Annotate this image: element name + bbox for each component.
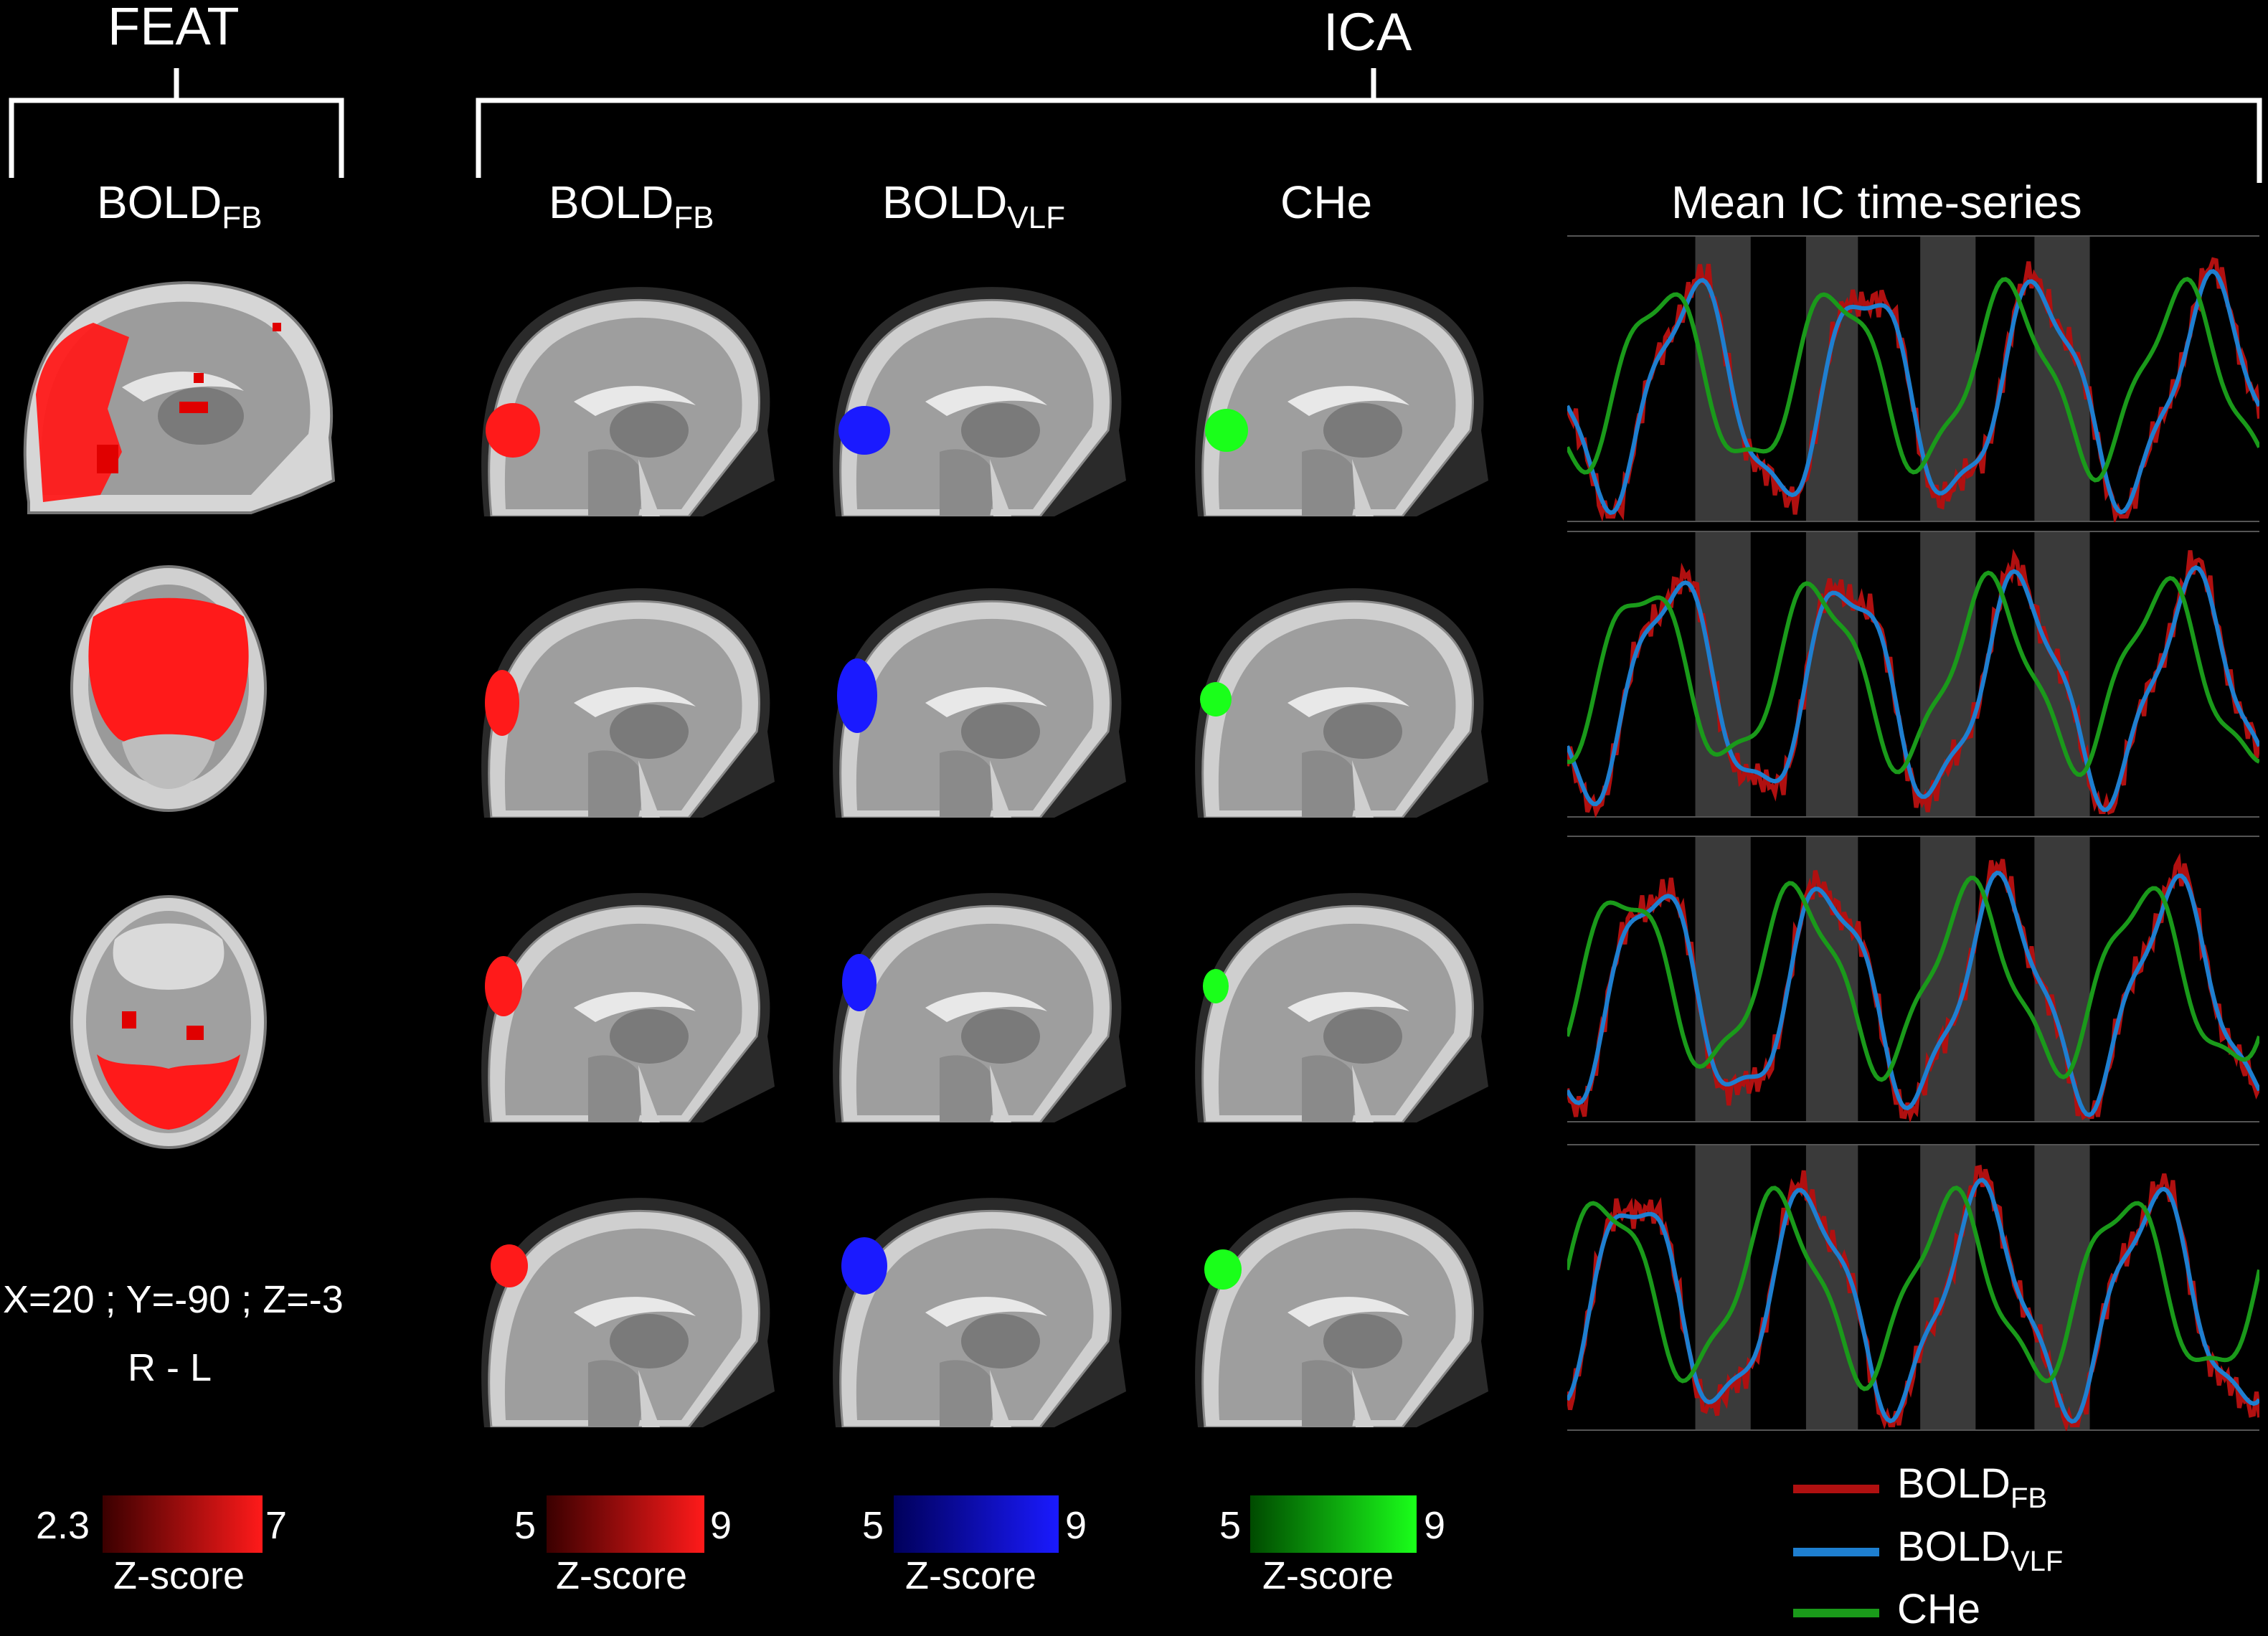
series-bold-vlf [1567,269,2259,515]
series-che [1567,570,2259,777]
ica-bold-vlf-brain-row-2 [833,588,1126,818]
group-brackets [9,68,2262,183]
series-bold-vlf [1567,1178,2259,1424]
ica-bold-vlf-brain-row-4 [833,1198,1126,1427]
legend-item-che: CHe [1897,1589,1980,1630]
colorbar-ica-che-max: 9 [1424,1504,1446,1547]
ica-bracket [476,68,2262,183]
colorbar-ica-vlf-label: Z-score [905,1554,1037,1597]
legend-item-bold-vlf: BOLDVLF [1897,1526,2063,1576]
activation-blob [1204,1249,1242,1290]
colorbar-feat-min: 2.3 [36,1504,90,1547]
colorbar-feat-gradient [103,1495,263,1553]
activation-blob [1203,969,1229,1003]
activation-blob [838,406,890,455]
ica-bold-fb-brain-row-4 [481,1198,775,1427]
legend-bold-fb-main: BOLD [1897,1460,2011,1507]
colorbar-ica-vlf-min: 5 [862,1504,884,1547]
series-che [1567,1186,2259,1391]
colorbar-feat-max: 7 [265,1504,288,1547]
legend-swatch-bold-vlf [1793,1548,1879,1556]
activation-blob [486,403,540,458]
activation-blob [485,670,519,736]
stimulus-block [2034,836,2090,1122]
colorbar-ica-fb-gradient [547,1495,704,1553]
feat-axial-brain [70,895,267,1149]
colorbar-ica-che-min: 5 [1219,1504,1242,1547]
colorbar-ica-fb-max: 9 [710,1504,732,1547]
colorbar-ica-fb-label: Z-score [556,1554,688,1597]
col-ica-bold-vlf-sub: VLF [1007,200,1065,235]
series-bold-vlf [1567,870,2259,1117]
timeseries-panel-3 [1567,836,2259,1122]
activation-blob [837,658,877,733]
orientation-label: R - L [128,1346,212,1389]
legend-swatch-che [1793,1609,1879,1617]
stimulus-block [2034,235,2090,522]
activation-blob [1200,682,1232,717]
stimulus-block [1695,836,1751,1122]
activation-blob [842,954,877,1011]
col-feat-bold-fb-main: BOLD [97,176,222,228]
series-bold-fb [1567,1164,2259,1431]
ica-group-title: ICA [1323,2,1412,62]
col-ica-bold-vlf: BOLDVLF [882,179,1065,234]
ica-bold-fb-brain-row-2 [481,588,775,818]
colorbar-ica-vlf-max: 9 [1065,1504,1087,1547]
feat-bracket [9,68,344,178]
series-che [1567,277,2259,483]
legend-che-main: CHe [1897,1586,1981,1632]
series-bold-fb [1567,853,2259,1122]
legend-swatch-bold-fb [1793,1485,1879,1493]
col-feat-bold-fb: BOLDFB [97,179,263,234]
legend-bold-vlf-main: BOLD [1897,1523,2011,1570]
coordinates-label: X=20 ; Y=-90 ; Z=-3 [3,1278,344,1321]
ica-bold-fb-brain-row-1 [481,287,775,516]
col-ica-bold-fb: BOLDFB [549,179,714,234]
activation-blob [841,1237,887,1295]
stimulus-block [1805,531,1858,818]
ica-che-brain-row-4 [1195,1198,1488,1427]
activation-blob [1205,409,1248,452]
col-ica-bold-fb-main: BOLD [549,176,674,228]
colorbar-ica-che-label: Z-score [1262,1554,1394,1597]
feat-group-title: FEAT [108,0,240,56]
col-feat-bold-fb-sub: FB [222,200,263,235]
col-ica-bold-vlf-main: BOLD [882,176,1008,228]
stimulus-block [2034,1144,2090,1431]
activation-blob [485,956,522,1016]
activation-blob [491,1244,528,1287]
colorbar-ica-che-gradient [1250,1495,1417,1553]
ica-bold-vlf-brain-row-3 [833,893,1126,1122]
timeseries-panel-4 [1567,1144,2259,1431]
feat-coronal-brain [70,565,267,812]
legend-bold-vlf-sub: VLF [2010,1546,2064,1577]
ica-bold-fb-brain-row-3 [481,893,775,1122]
col-ica-bold-fb-sub: FB [674,200,714,235]
ica-bold-vlf-brain-row-1 [833,287,1126,516]
legend-bold-fb-sub: FB [2010,1483,2048,1514]
col-ica-che-main: CHe [1280,176,1373,228]
timeseries-panel-1 [1567,235,2259,522]
legend-item-bold-fb: BOLDFB [1897,1463,2047,1513]
colorbar-ica-vlf-gradient [894,1495,1059,1553]
colorbar-feat-label: Z-score [113,1554,245,1597]
colorbar-ica-fb-min: 5 [514,1504,537,1547]
series-bold-vlf [1567,565,2259,812]
ica-che-brain-row-1 [1195,287,1488,516]
ica-che-brain-row-2 [1195,588,1488,818]
series-che [1567,875,2259,1082]
col-timeseries: Mean IC time-series [1671,176,2082,228]
stimulus-block [1805,235,1858,522]
col-ica-che: CHe [1280,179,1372,225]
timeseries-panel-2 [1567,531,2259,818]
ica-che-brain-row-3 [1195,893,1488,1122]
feat-sagittal-brain [23,281,336,514]
